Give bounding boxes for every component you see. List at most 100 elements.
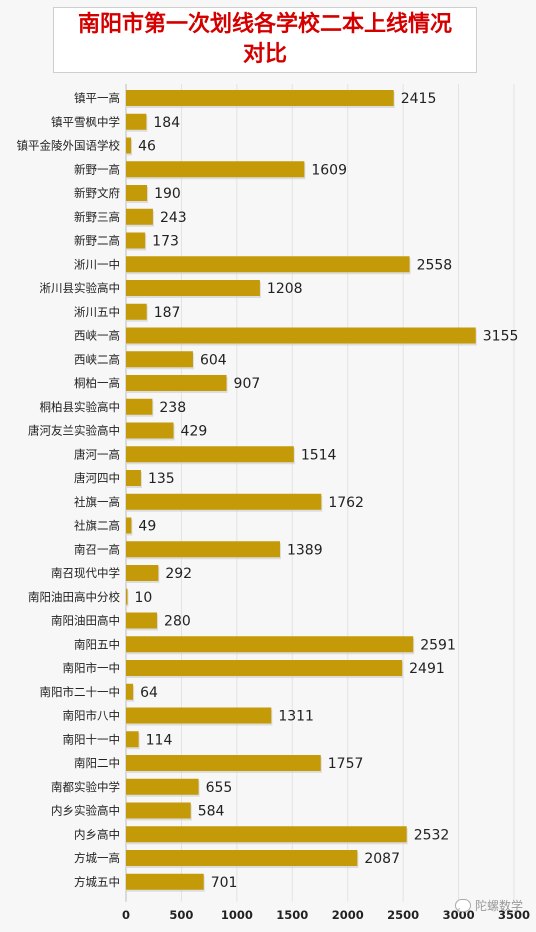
bar <box>126 778 199 795</box>
data-label: 907 <box>234 376 261 392</box>
bar <box>126 660 403 676</box>
data-label: 49 <box>138 519 156 535</box>
data-label: 2591 <box>420 637 456 653</box>
data-label: 187 <box>154 305 181 321</box>
bar <box>126 208 153 225</box>
data-label: 2491 <box>409 661 445 677</box>
category-label: 桐柏县实验高中 <box>40 400 121 414</box>
category-label: 镇平金陵外国语学校 <box>17 139 121 153</box>
bar <box>126 280 260 296</box>
category-label: 社旗二高 <box>74 519 120 533</box>
x-tick-label: 3500 <box>498 908 530 922</box>
data-label: 1311 <box>278 709 314 725</box>
category-label: 镇平一高 <box>74 91 120 105</box>
category-label: 淅川五中 <box>74 305 120 319</box>
data-label: 243 <box>160 210 187 226</box>
data-label: 604 <box>200 352 227 368</box>
category-label: 南阳油田高中 <box>51 614 120 628</box>
data-label: 2087 <box>364 851 400 867</box>
category-label: 淅川县实验高中 <box>40 281 121 295</box>
bar-shadow <box>127 590 129 607</box>
data-label: 173 <box>152 234 179 250</box>
bar <box>126 873 204 890</box>
category-label: 南召一高 <box>74 542 120 556</box>
data-label: 114 <box>146 732 173 748</box>
data-label: 1609 <box>311 162 347 178</box>
data-label: 1757 <box>328 756 364 772</box>
bar <box>126 636 414 653</box>
category-label: 新野二高 <box>74 234 120 248</box>
bar <box>126 707 272 724</box>
category-label: 淅川一中 <box>74 257 120 271</box>
bar <box>126 137 132 154</box>
bar <box>126 375 227 391</box>
x-tick-label: 500 <box>169 908 193 922</box>
category-label: 新野文府 <box>74 186 120 200</box>
bar <box>126 113 147 130</box>
bar <box>126 161 305 178</box>
bar <box>126 303 147 320</box>
data-label: 2415 <box>401 91 437 107</box>
data-label: 655 <box>206 780 233 796</box>
bar <box>126 470 141 486</box>
category-label: 南阳市二十一中 <box>40 685 121 699</box>
category-label: 内乡实验高中 <box>51 804 120 818</box>
data-label: 280 <box>164 614 191 630</box>
bar <box>126 683 134 700</box>
bar <box>126 90 394 106</box>
data-label: 135 <box>148 471 175 487</box>
data-label: 1208 <box>267 281 303 297</box>
category-label: 镇平雪枫中学 <box>51 115 120 129</box>
bar <box>126 398 153 415</box>
x-tick-label: 2000 <box>332 908 364 922</box>
data-label: 429 <box>181 424 208 440</box>
bar <box>126 446 294 463</box>
category-label: 内乡高中 <box>74 827 120 841</box>
data-label: 584 <box>198 804 225 820</box>
data-label: 46 <box>138 139 156 155</box>
data-label: 1514 <box>301 447 337 463</box>
category-label: 唐河四中 <box>74 471 120 485</box>
category-label: 方城一高 <box>74 851 120 865</box>
chart-title-box: 南阳市第一次划线各学校二本上线情况对比 <box>53 7 477 73</box>
watermark: 陀螺数学 <box>455 897 523 914</box>
chart-title: 南阳市第一次划线各学校二本上线情况对比 <box>77 12 452 67</box>
data-label: 238 <box>159 400 186 416</box>
bar <box>126 588 128 605</box>
data-label: 1762 <box>328 495 364 511</box>
bar <box>126 232 146 249</box>
category-label: 桐柏一高 <box>74 376 120 390</box>
category-label: 新野三高 <box>74 210 120 224</box>
bar <box>126 185 148 201</box>
bar <box>126 327 476 344</box>
bar <box>126 802 191 819</box>
category-label: 新野一高 <box>74 162 120 176</box>
data-label: 2532 <box>414 827 450 843</box>
category-label: 南阳市八中 <box>63 709 121 723</box>
category-label: 南阳二中 <box>74 756 120 770</box>
data-label: 292 <box>165 566 192 582</box>
bar <box>126 422 174 439</box>
watermark-text: 陀螺数学 <box>475 899 524 913</box>
bar <box>126 517 132 534</box>
category-label: 社旗一高 <box>74 495 120 509</box>
category-label: 唐河一高 <box>74 447 120 461</box>
bar <box>126 256 410 273</box>
bar <box>126 755 321 771</box>
category-label: 西峡一高 <box>74 329 120 343</box>
data-label: 64 <box>140 685 158 701</box>
data-label: 2558 <box>417 257 453 273</box>
x-tick-label: 1500 <box>276 908 308 922</box>
category-label: 方城五中 <box>74 875 120 889</box>
bar <box>126 612 158 629</box>
data-label: 3155 <box>483 329 519 345</box>
category-label: 南都实验中学 <box>51 780 120 794</box>
bar <box>126 850 358 866</box>
category-label: 南阳十一中 <box>63 732 121 746</box>
data-label: 10 <box>135 590 153 606</box>
category-label: 西峡二高 <box>74 352 120 366</box>
category-label: 唐河友兰实验高中 <box>28 424 120 438</box>
category-label: 南阳五中 <box>74 637 120 651</box>
